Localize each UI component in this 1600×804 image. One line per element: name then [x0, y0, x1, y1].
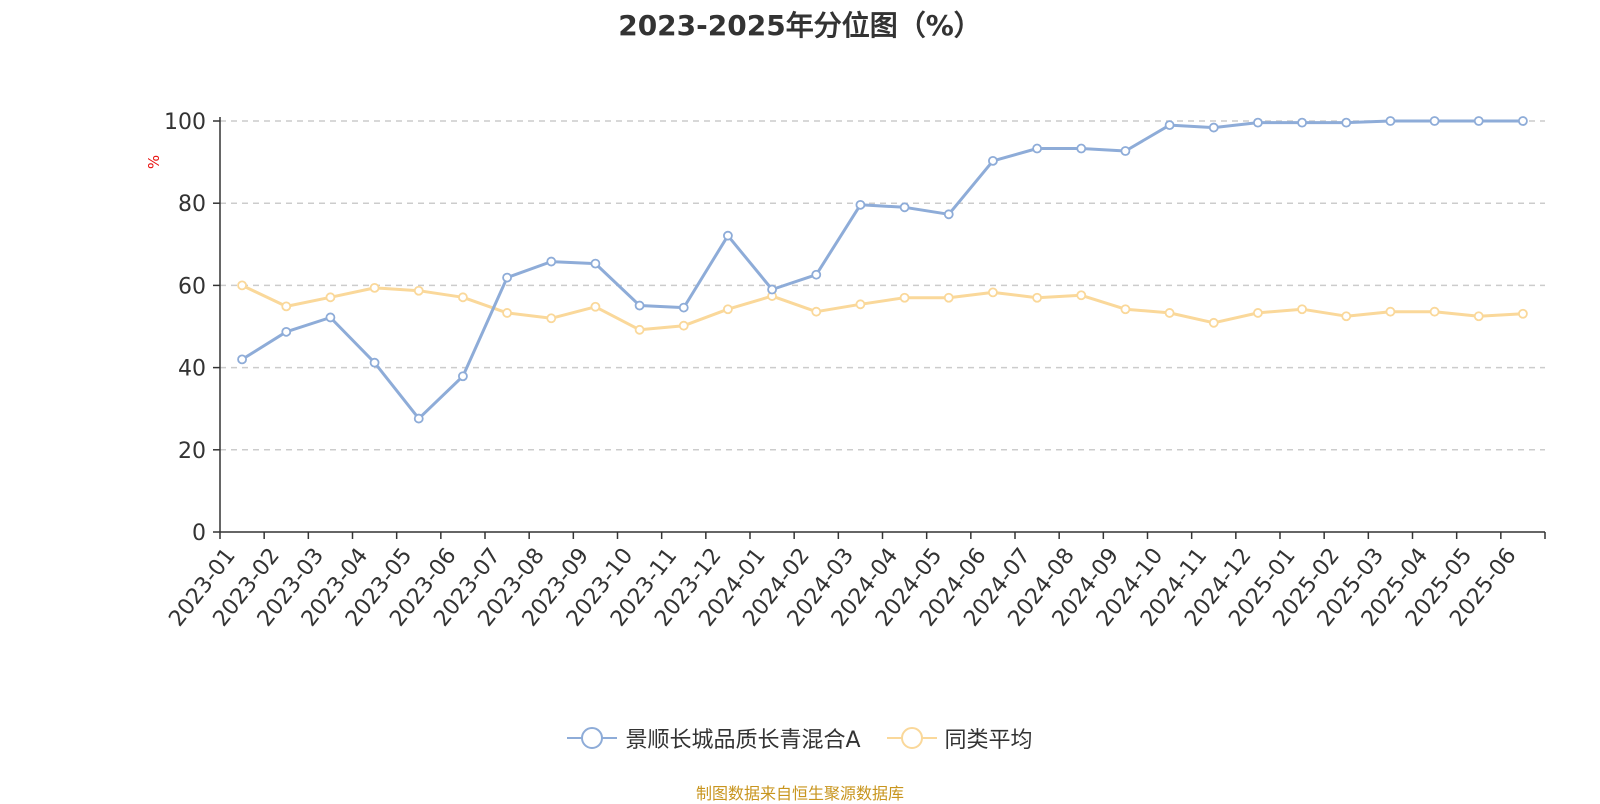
data-point[interactable] [502, 272, 512, 283]
data-point[interactable] [811, 306, 822, 317]
series-line [241, 284, 1523, 332]
data-point[interactable] [988, 155, 998, 166]
data-point[interactable] [325, 292, 336, 303]
series-fund [237, 116, 1528, 424]
series-line [241, 119, 1523, 421]
y-tick-label: 80 [178, 192, 206, 217]
data-point[interactable] [237, 280, 247, 291]
series-average [237, 280, 1528, 335]
data-point[interactable] [899, 292, 910, 303]
data-point[interactable] [1473, 116, 1484, 126]
data-point[interactable] [325, 312, 336, 323]
series [237, 116, 1528, 424]
legend-item-average[interactable]: 同类平均 [886, 722, 1033, 754]
data-point[interactable] [1032, 292, 1042, 303]
legend-marker-average [886, 727, 937, 749]
data-point[interactable] [1385, 306, 1396, 317]
data-point[interactable] [1518, 116, 1528, 126]
data-point[interactable] [943, 209, 954, 220]
grid-lines [220, 120, 1545, 451]
data-point[interactable] [678, 320, 689, 331]
y-axis-label: % [145, 155, 163, 169]
data-point[interactable] [546, 256, 557, 267]
data-point[interactable] [1341, 311, 1352, 322]
data-point[interactable] [369, 357, 380, 368]
data-point[interactable] [723, 230, 733, 241]
legend: 景顺长城品质长青混合A 同类平均 [0, 722, 1600, 754]
data-point[interactable] [413, 285, 424, 296]
y-tick-label: 40 [178, 357, 206, 382]
data-point[interactable] [502, 308, 512, 318]
data-point[interactable] [1518, 308, 1528, 319]
data-point[interactable] [1164, 120, 1175, 131]
data-point[interactable] [1076, 143, 1087, 154]
chart-title: 2023-2025年分位图（%） [618, 9, 982, 42]
data-point[interactable] [943, 292, 954, 303]
data-point[interactable] [855, 299, 866, 310]
axes [213, 117, 1546, 539]
data-point[interactable] [767, 284, 777, 295]
data-point[interactable] [811, 269, 822, 280]
y-tick-labels: 0 20 40 60 80 100 [164, 110, 206, 546]
y-tick-label: 60 [178, 274, 206, 299]
data-point[interactable] [281, 301, 292, 312]
data-point[interactable] [723, 304, 733, 315]
y-tick-label: 100 [164, 110, 206, 135]
data-point[interactable] [590, 258, 601, 269]
legend-label-fund: 景顺长城品质长青混合A [625, 728, 861, 753]
data-point[interactable] [855, 199, 866, 210]
data-point[interactable] [1429, 306, 1440, 317]
data-point[interactable] [546, 313, 557, 324]
data-point[interactable] [1385, 116, 1396, 126]
data-point[interactable] [678, 302, 689, 313]
data-point[interactable] [1208, 317, 1219, 328]
source-note: 制图数据来自恒生聚源数据库 [695, 784, 904, 803]
legend-label-average: 同类平均 [944, 728, 1033, 753]
data-point[interactable] [634, 324, 645, 335]
data-point[interactable] [899, 202, 910, 213]
data-point[interactable] [1473, 311, 1484, 322]
legend-marker-fund [567, 727, 618, 749]
legend-item-fund[interactable]: 景顺长城品质长青混合A [567, 722, 861, 754]
data-point[interactable] [369, 282, 380, 293]
data-point[interactable] [1164, 308, 1175, 318]
data-point[interactable] [1253, 308, 1263, 318]
data-point[interactable] [458, 292, 468, 303]
data-point[interactable] [1076, 290, 1087, 301]
y-tick-label: 0 [192, 521, 206, 546]
data-point[interactable] [634, 300, 645, 311]
data-point[interactable] [1253, 117, 1263, 128]
x-tick-labels: 2023-012023-022023-032023-042023-052023-… [164, 544, 1521, 632]
data-point[interactable] [1120, 146, 1131, 156]
data-point[interactable] [988, 287, 998, 298]
data-point[interactable] [1032, 143, 1042, 154]
data-point[interactable] [1429, 116, 1440, 126]
data-point[interactable] [1297, 117, 1307, 128]
data-point[interactable] [281, 326, 292, 337]
data-point[interactable] [590, 301, 601, 312]
data-point[interactable] [1297, 304, 1307, 315]
data-point[interactable] [413, 413, 424, 424]
data-point[interactable] [1341, 117, 1352, 128]
data-point[interactable] [1208, 122, 1219, 133]
y-tick-label: 20 [178, 439, 206, 464]
data-point[interactable] [237, 354, 247, 365]
data-point[interactable] [458, 371, 468, 382]
data-point[interactable] [1120, 304, 1131, 315]
